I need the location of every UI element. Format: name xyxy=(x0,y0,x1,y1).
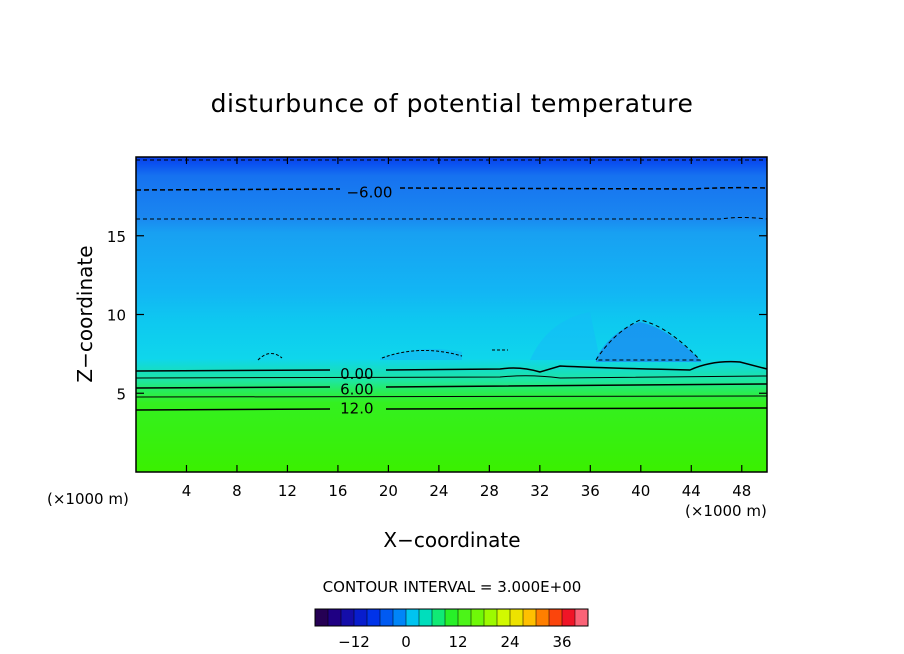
colorbar-tick-label: −12 xyxy=(338,633,370,651)
colorbar-swatch xyxy=(367,609,381,626)
contour-minus-6 xyxy=(135,186,768,191)
contour-12 xyxy=(135,407,768,411)
contour-interval-text: CONTOUR INTERVAL = 3.000E+00 xyxy=(323,578,582,596)
contour-0 xyxy=(135,360,768,373)
plot-area xyxy=(135,156,768,473)
contour-label: 12.0 xyxy=(340,399,373,417)
colorbar-swatch xyxy=(406,609,420,626)
x-tick-label: 44 xyxy=(682,482,701,500)
colorbar-swatch xyxy=(536,609,550,626)
x-tick-label: 8 xyxy=(232,482,242,500)
colorbar-swatch xyxy=(549,609,563,626)
x-tick-label: 48 xyxy=(732,482,751,500)
cold-anomaly-patch xyxy=(530,312,600,360)
colorbar-tick-label: 0 xyxy=(401,633,411,651)
colorbar-swatch xyxy=(315,609,329,626)
field-background xyxy=(136,157,767,472)
contour-label: 0.00 xyxy=(340,365,373,383)
contour-6 xyxy=(135,383,768,389)
colorbar-swatch xyxy=(458,609,472,626)
contour-dashed-cell xyxy=(595,319,702,361)
colorbar-tick-label: 24 xyxy=(500,633,519,651)
colorbar-swatch xyxy=(471,609,485,626)
y-axis-label: Z−coordinate xyxy=(73,245,97,382)
colorbar-swatch xyxy=(354,609,368,626)
x-tick-label: 32 xyxy=(530,482,549,500)
contour-9 xyxy=(135,395,768,398)
y-tick-label: 5 xyxy=(116,385,126,403)
x-tick-label: 20 xyxy=(379,482,398,500)
y-tick-label: 15 xyxy=(107,228,126,246)
x-axis-label: X−coordinate xyxy=(383,528,520,552)
colorbar-swatch xyxy=(328,609,342,626)
y-tick-label: 10 xyxy=(107,307,126,325)
x-unit-left: (×1000 m) xyxy=(47,490,129,508)
colorbar-swatch xyxy=(523,609,537,626)
colorbar-frame xyxy=(314,608,589,627)
colorbar-tick-label: 36 xyxy=(552,633,571,651)
colorbar-swatch xyxy=(575,609,589,626)
x-tick-label: 24 xyxy=(429,482,448,500)
contour-minus-3 xyxy=(136,217,768,220)
colorbar-swatch xyxy=(445,609,459,626)
contour-dashed-small-2 xyxy=(257,353,283,361)
contour-3 xyxy=(135,375,768,379)
chart-title: disturbunce of potential temperature xyxy=(211,89,694,118)
x-unit-right: (×1000 m) xyxy=(685,502,767,520)
contour-dashed-small xyxy=(381,350,463,359)
colorbar-swatch xyxy=(484,609,498,626)
cold-anomaly-region xyxy=(596,322,702,362)
x-tick-label: 40 xyxy=(631,482,650,500)
colorbar-swatch xyxy=(432,609,446,626)
x-tick-label: 4 xyxy=(182,482,192,500)
x-tick-label: 16 xyxy=(328,482,347,500)
colorbar-swatch xyxy=(497,609,511,626)
colorbar-swatch xyxy=(341,609,355,626)
colorbar-swatch xyxy=(393,609,407,626)
colorbar-swatch xyxy=(562,609,576,626)
colorbar-swatch xyxy=(419,609,433,626)
x-tick-label: 12 xyxy=(278,482,297,500)
contour-label: 6.00 xyxy=(340,381,373,399)
colorbar-tick-label: 12 xyxy=(448,633,467,651)
colorbar-swatch xyxy=(380,609,394,626)
contour-label: −6.00 xyxy=(346,184,392,202)
colorbar-swatch xyxy=(510,609,524,626)
x-tick-label: 28 xyxy=(480,482,499,500)
colorbar xyxy=(314,608,589,627)
x-tick-label: 36 xyxy=(581,482,600,500)
